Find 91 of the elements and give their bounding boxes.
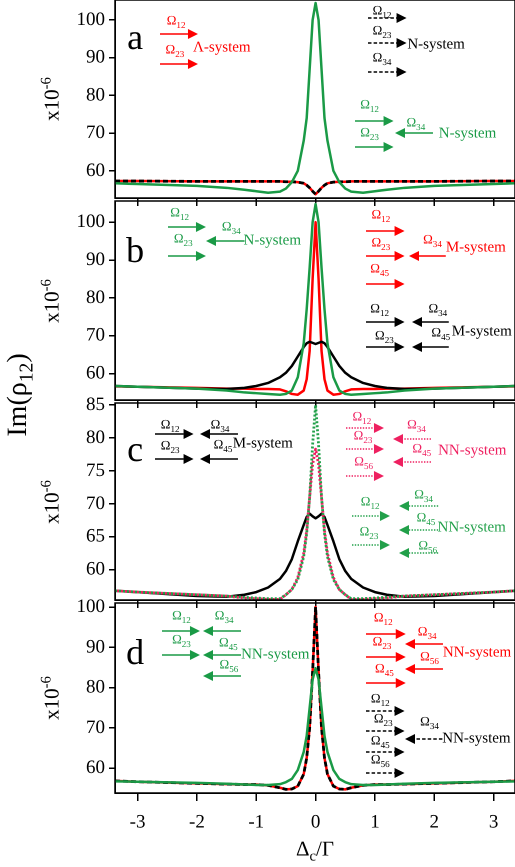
- annotation: Ω$_{34}$: [418, 624, 437, 642]
- annotation: M-system: [452, 323, 512, 340]
- annotation: Ω$_{34}$: [420, 713, 439, 731]
- y-tick-label: 75: [86, 460, 105, 481]
- annotation: Ω$_{23}$: [166, 41, 184, 59]
- y-tick-label: 100: [76, 211, 105, 232]
- y-tick-label: 85: [86, 394, 105, 415]
- y-tick-label: 100: [76, 596, 105, 618]
- annotation: N-system: [244, 232, 302, 249]
- annotation: Ω$_{12}$: [370, 300, 390, 319]
- annotation: Ω$_{34}$: [406, 114, 426, 132]
- annotation: a: [127, 16, 144, 57]
- annotation: Ω$_{23}$: [371, 234, 390, 252]
- annotation: Ω$_{34}$: [222, 218, 241, 236]
- annotation: Ω$_{34}$: [414, 486, 433, 504]
- y-tick-label: 80: [86, 286, 105, 308]
- annotation: Ω$_{23}$: [172, 632, 191, 650]
- annotation: Ω$_{56}$: [420, 648, 439, 666]
- annotation: Ω$_{45}$: [370, 732, 390, 751]
- annotation: d: [126, 632, 144, 672]
- x-tick-label: 2: [430, 811, 440, 832]
- annotation: Ω$_{23}$: [375, 327, 394, 346]
- y-tick-label: 60: [86, 160, 105, 181]
- y-tick-label: 60: [86, 558, 105, 580]
- annotation: Ω$_{56}$: [354, 454, 374, 472]
- annotation: N-system: [407, 36, 465, 52]
- y-tick-label: 90: [86, 46, 105, 68]
- y-tick-label: 80: [86, 676, 105, 698]
- x-tick-label: 3: [488, 811, 498, 832]
- x-tick-label: -3: [130, 811, 146, 832]
- annotation: NN-system: [442, 730, 511, 747]
- annotation: Ω$_{45}$: [214, 436, 232, 454]
- y-tick-label: 100: [76, 8, 105, 30]
- annotation: Ω$_{23}$: [374, 710, 393, 728]
- annotation: Ω$_{12}$: [360, 96, 379, 114]
- annotation: Ω$_{45}$: [416, 509, 436, 527]
- annotation: Ω$_{34}$: [210, 416, 230, 434]
- annotation: Λ-system: [193, 40, 251, 56]
- annotation: M-system: [232, 435, 293, 452]
- y-tick-label: 70: [86, 716, 105, 738]
- annotation: Ω$_{45}$: [375, 660, 394, 678]
- annotation: Ω$_{23}$: [160, 438, 180, 456]
- y-tick-label: 70: [86, 122, 105, 144]
- annotation: Ω$_{56}$: [220, 656, 238, 674]
- y-tick-label: 80: [86, 84, 105, 106]
- annotation: NN-system: [438, 520, 506, 536]
- annotation: Ω$_{12}$: [172, 607, 191, 625]
- annotation: Ω$_{23}$: [174, 230, 193, 249]
- annotation: Ω$_{12}$: [160, 416, 180, 434]
- x-tick-label: -1: [248, 811, 264, 832]
- annotation: Ω$_{34}$: [214, 607, 234, 625]
- annotation: Ω$_{23}$: [354, 427, 372, 445]
- annotation: M-system: [446, 239, 506, 256]
- annotation: Ω$_{45}$: [218, 634, 238, 652]
- y-tick-label: 70: [86, 492, 105, 514]
- y-tick-label: 80: [86, 426, 105, 448]
- y-tick-label: 70: [86, 324, 105, 346]
- x-tick-label: 0: [310, 811, 320, 832]
- annotation: Ω$_{56}$: [370, 752, 390, 770]
- annotation: Ω$_{12}$: [170, 204, 190, 222]
- annotation: Ω$_{23}$: [372, 22, 392, 40]
- annotation: c: [127, 429, 144, 470]
- annotation: Ω$_{12}$: [374, 610, 393, 628]
- y-tick-label: 90: [86, 249, 105, 270]
- y-tick-label: 60: [86, 757, 105, 778]
- y-tick-label: 65: [86, 526, 105, 547]
- annotation: Ω$_{23}$: [360, 124, 379, 142]
- annotation: Ω$_{45}$: [370, 260, 390, 278]
- annotation: Ω$_{45}$: [412, 440, 432, 458]
- annotation: Ω$_{12}$: [371, 206, 390, 224]
- y-tick-label: 60: [86, 362, 105, 384]
- annotation: Ω$_{45}$: [431, 324, 450, 342]
- annotation: Ω$_{34}$: [407, 416, 426, 434]
- x-tick-label: 1: [370, 811, 380, 832]
- annotation: Ω$_{34}$: [423, 232, 442, 250]
- annotation: NN-system: [438, 442, 506, 459]
- annotation: Ω$_{23}$: [360, 524, 378, 542]
- annotation: Ω$_{12}$: [352, 408, 372, 427]
- annotation: Ω$_{23}$: [372, 634, 392, 652]
- annotation: Ω$_{12}$: [166, 12, 186, 30]
- annotation: NN-system: [241, 646, 310, 662]
- annotation: Ω$_{12}$: [360, 493, 380, 511]
- annotation: Ω$_{12}$: [370, 690, 390, 708]
- annotation: N-system: [438, 126, 496, 142]
- annotation: Ω$_{34}$: [428, 300, 448, 319]
- x-axis-title: Δ$_{c}$/Γ: [296, 836, 334, 865]
- x-tick-label: -2: [188, 811, 205, 832]
- annotation: NN-system: [442, 644, 512, 661]
- y-tick-label: 90: [86, 636, 105, 658]
- annotation: Ω$_{34}$: [372, 49, 392, 68]
- annotation: b: [126, 230, 144, 270]
